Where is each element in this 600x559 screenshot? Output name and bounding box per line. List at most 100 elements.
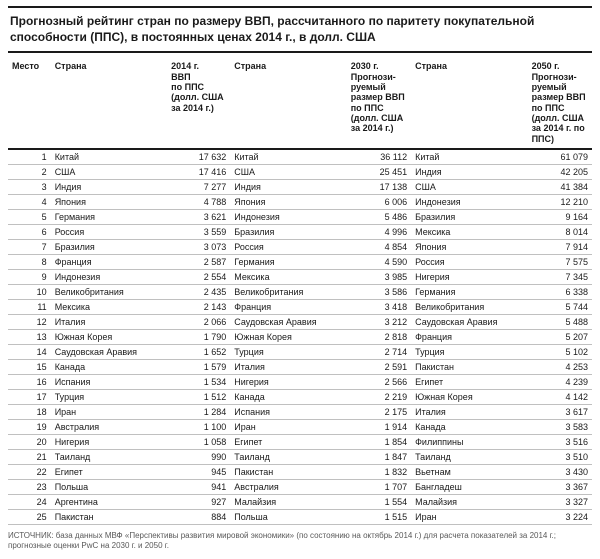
cell-rank: 13 — [8, 329, 51, 344]
cell-2014: 17 632 — [167, 149, 230, 165]
cell-rank: 25 — [8, 509, 51, 524]
cell-rank: 15 — [8, 359, 51, 374]
cell-2050: 9 164 — [528, 209, 592, 224]
table-row: 9Индонезия2 554Мексика3 985Нигерия7 345 — [8, 269, 592, 284]
cell-country1: Иран — [51, 404, 167, 419]
cell-rank: 4 — [8, 194, 51, 209]
cell-2030: 1 515 — [347, 509, 411, 524]
cell-2050: 4 253 — [528, 359, 592, 374]
cell-country2: Иран — [230, 419, 346, 434]
cell-rank: 21 — [8, 449, 51, 464]
cell-2050: 7 575 — [528, 254, 592, 269]
cell-country3: Германия — [411, 284, 527, 299]
cell-2030: 2 566 — [347, 374, 411, 389]
cell-2050: 4 142 — [528, 389, 592, 404]
cell-2050: 7 345 — [528, 269, 592, 284]
cell-country1: Япония — [51, 194, 167, 209]
cell-2050: 4 239 — [528, 374, 592, 389]
cell-2030: 1 832 — [347, 464, 411, 479]
cell-rank: 1 — [8, 149, 51, 165]
cell-country3: Филиппины — [411, 434, 527, 449]
cell-country1: Саудовская Аравия — [51, 344, 167, 359]
cell-2050: 7 914 — [528, 239, 592, 254]
table-row: 5Германия3 621Индонезия5 486Бразилия9 16… — [8, 209, 592, 224]
cell-rank: 20 — [8, 434, 51, 449]
page-title: Прогнозный рейтинг стран по размеру ВВП,… — [10, 14, 590, 45]
cell-2050: 61 079 — [528, 149, 592, 165]
cell-country1: Аргентина — [51, 494, 167, 509]
cell-2030: 2 818 — [347, 329, 411, 344]
cell-country3: Япония — [411, 239, 527, 254]
cell-country3: Франция — [411, 329, 527, 344]
cell-country2: США — [230, 164, 346, 179]
cell-country3: Турция — [411, 344, 527, 359]
title-block: Прогнозный рейтинг стран по размеру ВВП,… — [8, 6, 592, 53]
cell-rank: 14 — [8, 344, 51, 359]
cell-rank: 9 — [8, 269, 51, 284]
cell-rank: 19 — [8, 419, 51, 434]
cell-country1: Южная Корея — [51, 329, 167, 344]
cell-country3: Иран — [411, 509, 527, 524]
cell-rank: 8 — [8, 254, 51, 269]
cell-country2: Малайзия — [230, 494, 346, 509]
cell-2014: 1 100 — [167, 419, 230, 434]
cell-2014: 1 652 — [167, 344, 230, 359]
cell-2014: 1 534 — [167, 374, 230, 389]
cell-2030: 3 418 — [347, 299, 411, 314]
cell-country2: Нигерия — [230, 374, 346, 389]
cell-country1: Египет — [51, 464, 167, 479]
cell-2014: 2 554 — [167, 269, 230, 284]
cell-2014: 2 143 — [167, 299, 230, 314]
cell-country3: Индия — [411, 164, 527, 179]
table-row: 14Саудовская Аравия1 652Турция2 714Турци… — [8, 344, 592, 359]
cell-country2: Австралия — [230, 479, 346, 494]
cell-2030: 2 219 — [347, 389, 411, 404]
cell-country2: Италия — [230, 359, 346, 374]
col-header-country2: Страна — [230, 59, 346, 149]
col-header-country1: Страна — [51, 59, 167, 149]
cell-rank: 6 — [8, 224, 51, 239]
cell-2030: 17 138 — [347, 179, 411, 194]
cell-2050: 5 744 — [528, 299, 592, 314]
cell-country3: Бангладеш — [411, 479, 527, 494]
cell-country2: Мексика — [230, 269, 346, 284]
cell-country3: Нигерия — [411, 269, 527, 284]
cell-2014: 7 277 — [167, 179, 230, 194]
cell-rank: 16 — [8, 374, 51, 389]
cell-country2: Германия — [230, 254, 346, 269]
cell-2050: 3 617 — [528, 404, 592, 419]
table-row: 8Франция2 587Германия4 590Россия7 575 — [8, 254, 592, 269]
cell-rank: 17 — [8, 389, 51, 404]
cell-2030: 3 586 — [347, 284, 411, 299]
cell-country3: Вьетнам — [411, 464, 527, 479]
cell-2050: 6 338 — [528, 284, 592, 299]
cell-rank: 10 — [8, 284, 51, 299]
cell-country1: Великобритания — [51, 284, 167, 299]
gdp-ranking-table: Место Страна 2014 г.ВВПпо ППС(долл. СШАз… — [8, 59, 592, 525]
cell-2050: 12 210 — [528, 194, 592, 209]
table-row: 19Австралия1 100Иран1 914Канада3 583 — [8, 419, 592, 434]
cell-2030: 36 112 — [347, 149, 411, 165]
cell-rank: 23 — [8, 479, 51, 494]
cell-2030: 4 854 — [347, 239, 411, 254]
cell-2050: 3 583 — [528, 419, 592, 434]
cell-country1: Австралия — [51, 419, 167, 434]
cell-country3: Пакистан — [411, 359, 527, 374]
cell-2014: 3 621 — [167, 209, 230, 224]
cell-2030: 1 914 — [347, 419, 411, 434]
cell-2014: 2 587 — [167, 254, 230, 269]
table-row: 11Мексика2 143Франция3 418Великобритания… — [8, 299, 592, 314]
cell-2014: 927 — [167, 494, 230, 509]
col-header-country3: Страна — [411, 59, 527, 149]
cell-2050: 42 205 — [528, 164, 592, 179]
col-header-2050: 2050 г.Прогнози-руемыйразмер ВВПпо ППС(д… — [528, 59, 592, 149]
cell-2014: 990 — [167, 449, 230, 464]
col-header-rank: Место — [8, 59, 51, 149]
cell-country1: Россия — [51, 224, 167, 239]
cell-country1: Нигерия — [51, 434, 167, 449]
cell-rank: 3 — [8, 179, 51, 194]
cell-2014: 1 790 — [167, 329, 230, 344]
cell-country1: Китай — [51, 149, 167, 165]
table-row: 4Япония4 788Япония6 006Индонезия12 210 — [8, 194, 592, 209]
cell-country3: Малайзия — [411, 494, 527, 509]
